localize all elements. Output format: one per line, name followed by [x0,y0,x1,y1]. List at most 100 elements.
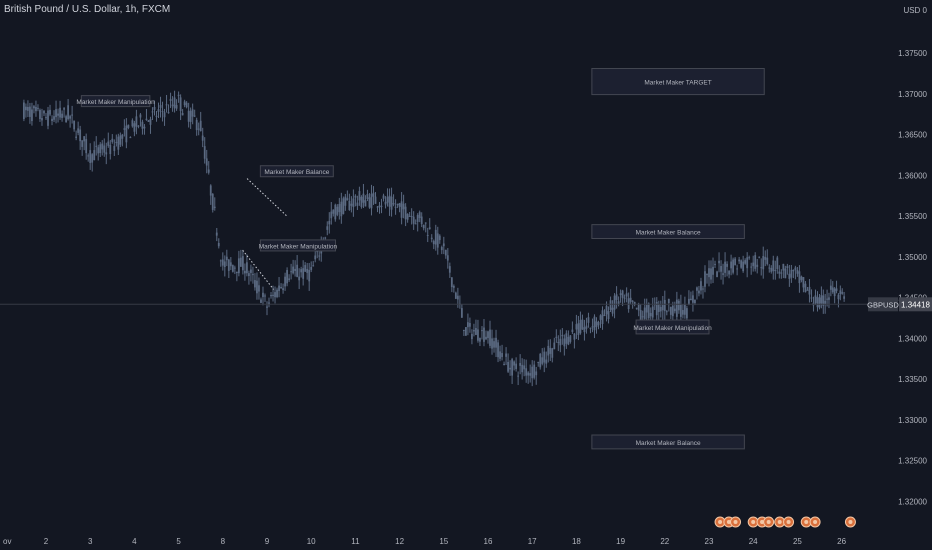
candle-body [57,113,59,116]
annotation-box[interactable]: Market Maker Manipulation [259,239,338,252]
annotation-rect[interactable] [591,224,745,239]
candle-body [398,203,401,207]
annotation-label: Market Maker TARGET [644,80,711,87]
candle-body [402,203,405,210]
candle-body [326,226,329,230]
candle-body [796,269,799,274]
candle-body [829,285,832,290]
candle-body [67,105,69,120]
candle-body [388,195,391,207]
y-tick-label: 1.37000 [898,90,927,99]
annotation-box[interactable]: Market Maker Balance [259,165,334,178]
candle-body [607,310,610,320]
x-tick-label: ov [3,537,11,546]
candle-body [485,336,487,340]
candle-body [81,140,84,147]
candle-body [615,294,618,300]
candle-body [105,152,108,155]
candle-body [284,276,286,287]
candle-body [692,295,694,303]
candle-body [702,288,704,290]
candle-body [553,342,556,350]
candle-body [63,108,65,110]
candle-body [720,266,722,272]
candle-body [298,276,301,281]
annotation-rect[interactable] [259,165,334,178]
price-axis[interactable] [868,0,932,550]
candle-body [47,110,49,126]
candle-body [511,359,514,376]
candle-body [165,104,168,106]
candle-body [91,154,94,163]
x-tick-label: 12 [395,537,404,546]
y-tick-label: 1.35500 [898,212,927,221]
candle-body [529,373,532,376]
time-axis[interactable] [0,530,932,550]
candle-body [73,120,76,130]
candle-body [239,257,242,267]
candle-body [336,206,339,215]
candle-body [420,216,423,225]
candle-body [89,150,92,163]
candle-body [408,215,411,217]
candle-body [611,307,614,314]
candle-body [418,212,421,218]
candle-body [422,224,425,229]
candle-body [266,306,268,308]
annotation-rect[interactable] [591,67,765,96]
candle-body [728,270,730,275]
annotation-rect[interactable] [591,434,745,450]
candle-body [738,259,741,262]
candle-body [252,274,254,276]
candle-body [428,227,431,230]
candle-body [444,249,447,256]
annotation-rect[interactable] [80,95,151,108]
annotation-box[interactable]: Market Maker Balance [591,434,745,450]
annotation-rect[interactable] [259,239,337,252]
annotation-box[interactable]: Market Maker Manipulation [633,319,712,335]
candle-body [280,287,282,289]
annotation-rect[interactable] [635,319,710,335]
annotation-box[interactable]: Market Maker TARGET [591,67,765,96]
candle-body [475,328,477,335]
candle-body [732,259,735,273]
candle-body [79,129,82,142]
candle-body [135,116,138,127]
candle-body [294,268,297,271]
candle-body [790,269,793,278]
candle-body [171,104,174,107]
candle-body [109,144,112,155]
candle-body [561,334,564,337]
candle-body [350,203,353,206]
candle-body [700,281,702,291]
candle-body [426,234,429,236]
candle-body [714,263,716,265]
candle-body [127,124,130,128]
candle-body [802,277,805,288]
last-price-label: 1.34418 [901,300,930,309]
annotation-box[interactable]: Market Maker Balance [591,224,745,239]
candle-body [268,302,270,305]
candle-body [633,301,636,305]
annotation-box[interactable]: Market Maker Manipulation [76,95,155,108]
candle-body [342,198,345,215]
x-tick-label: 8 [221,537,226,546]
candle-body [655,301,658,316]
candle-body [621,290,624,298]
candle-body [117,136,120,150]
candle-body [141,121,144,129]
candle-body [619,293,622,296]
candle-body [276,289,278,298]
candle-body [440,247,443,251]
candle-body [708,268,710,278]
candle-body [346,198,349,201]
annotation-label: Market Maker Balance [636,440,701,447]
candle-body [197,128,200,130]
candle-body [199,120,202,132]
candle-body [601,310,604,325]
event-icon-dot [848,520,853,524]
candle-body [577,323,580,336]
y-tick-label: 1.36000 [898,171,927,180]
event-icon-dot [733,520,738,524]
